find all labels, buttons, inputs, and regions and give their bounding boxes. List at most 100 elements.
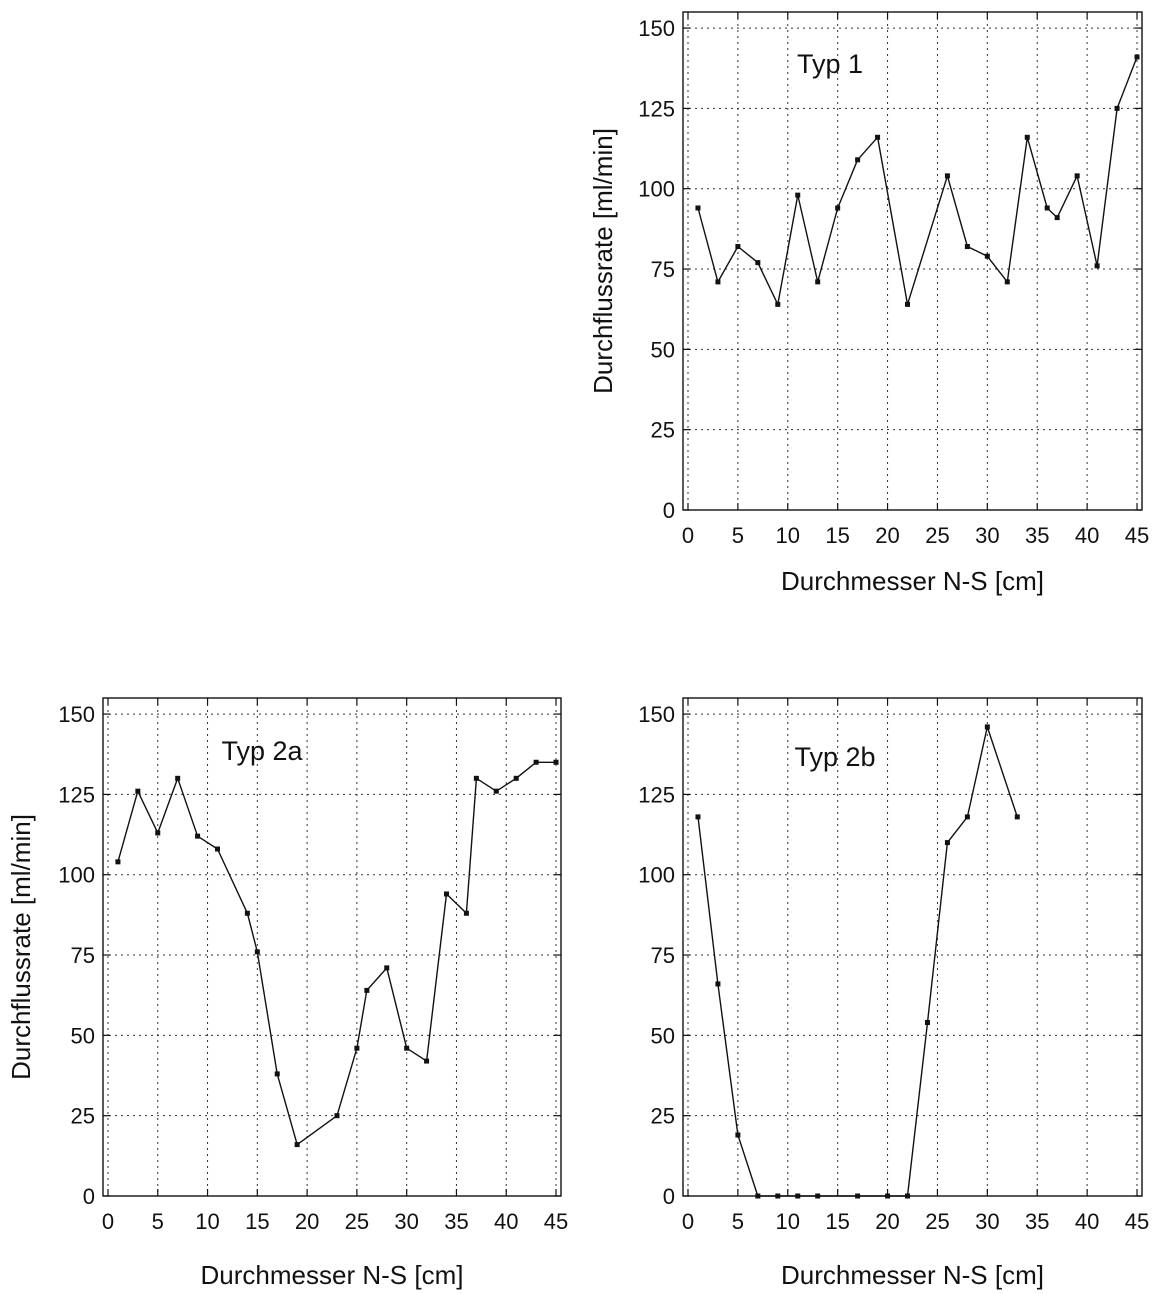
- data-point: [795, 192, 801, 198]
- data-point: [424, 1058, 430, 1064]
- data-point: [775, 1193, 781, 1199]
- y-tick-label: 150: [58, 702, 95, 727]
- data-point: [215, 846, 220, 852]
- chart-title: Typ 1: [797, 49, 863, 79]
- x-axis-label: Durchmesser N-S [cm]: [781, 566, 1044, 596]
- data-point: [855, 157, 861, 163]
- data-point: [815, 1193, 821, 1199]
- data-point: [755, 260, 761, 266]
- data-point: [493, 788, 499, 794]
- data-point: [404, 1045, 410, 1051]
- y-tick-label: 100: [638, 863, 675, 888]
- x-tick-label: 15: [825, 523, 849, 548]
- x-tick-label: 25: [925, 523, 949, 548]
- data-point: [755, 1193, 761, 1199]
- x-tick-label: 40: [1075, 523, 1099, 548]
- y-tick-label: 75: [71, 943, 95, 968]
- data-point: [334, 1113, 340, 1119]
- data-point: [294, 1142, 300, 1148]
- data-point: [513, 775, 519, 781]
- x-tick-label: 40: [1075, 1209, 1099, 1234]
- data-point: [135, 788, 141, 794]
- x-tick-label: 10: [195, 1209, 219, 1234]
- data-point: [384, 965, 390, 971]
- x-tick-label: 20: [295, 1209, 319, 1234]
- series-line: [697, 726, 1018, 1197]
- chart-typ-2b: 0 5 10 15 20 25 30 35 40 45 0 25 50 75 100 125 150 Typ 2b…: [638, 697, 1149, 1290]
- y-tick-label: 25: [651, 1104, 675, 1129]
- y-tick-label: 125: [638, 96, 675, 121]
- x-tick-label: 35: [444, 1209, 468, 1234]
- x-axis-label: Durchmesser N-S [cm]: [781, 1260, 1044, 1290]
- data-point: [924, 1020, 930, 1026]
- data-point: [1024, 134, 1030, 140]
- chart-title: Typ 2a: [221, 736, 303, 766]
- y-tick-label: 50: [651, 1023, 675, 1048]
- data-point: [775, 301, 781, 307]
- series-line: [117, 761, 556, 1146]
- x-tick-label: 40: [494, 1209, 518, 1234]
- x-tick-label: 20: [875, 1209, 899, 1234]
- data-point: [463, 910, 469, 916]
- x-tick-label: 0: [682, 1209, 694, 1234]
- x-tick-label: 5: [732, 523, 744, 548]
- chart-title: Typ 2b: [794, 742, 875, 772]
- x-tick-label: 30: [975, 1209, 999, 1234]
- y-tick-label: 150: [638, 16, 675, 41]
- x-tick-label: 45: [1125, 523, 1149, 548]
- data-point: [835, 205, 841, 211]
- x-tick-label: 20: [875, 523, 899, 548]
- x-tick-label: 25: [925, 1209, 949, 1234]
- x-tick-label: 45: [544, 1209, 568, 1234]
- data-point: [984, 724, 990, 730]
- data-point: [815, 279, 821, 285]
- x-tick-label: 15: [245, 1209, 269, 1234]
- plot-frame: [682, 11, 1143, 511]
- data-point: [1014, 814, 1020, 820]
- data-point: [274, 1071, 280, 1077]
- y-tick-label: 150: [638, 702, 675, 727]
- data-point: [244, 910, 250, 916]
- data-point: [1004, 279, 1010, 285]
- y-tick-label: 100: [638, 177, 675, 202]
- x-tick-label: 5: [732, 1209, 744, 1234]
- data-point: [254, 949, 260, 955]
- data-point: [885, 1193, 891, 1199]
- data-point: [964, 814, 970, 820]
- data-point: [115, 859, 121, 865]
- y-tick-label: 75: [651, 257, 675, 282]
- data-point: [695, 814, 701, 820]
- data-point: [944, 840, 950, 846]
- data-point: [1134, 54, 1140, 60]
- plot-frame: [102, 697, 562, 1197]
- x-tick-label: 0: [682, 523, 694, 548]
- x-axis-label: Durchmesser N-S [cm]: [201, 1260, 464, 1290]
- chart-typ-1: 0 5 10 15 20 25 30 35 40 45 0 25 50 75 100 125 150 Typ 1 D…: [588, 11, 1149, 596]
- data-point: [1074, 173, 1080, 179]
- data-point: [735, 1132, 741, 1138]
- data-point: [1054, 215, 1060, 221]
- x-tick-label: 10: [776, 523, 800, 548]
- x-tick-label: 45: [1125, 1209, 1149, 1234]
- data-point: [715, 279, 721, 285]
- series-line: [697, 56, 1138, 306]
- y-tick-label: 25: [71, 1104, 95, 1129]
- plot-frame: [682, 697, 1143, 1197]
- data-point: [715, 981, 721, 987]
- data-point: [875, 134, 881, 140]
- y-tick-label: 75: [651, 943, 675, 968]
- data-point: [155, 830, 161, 836]
- x-tick-label: 5: [152, 1209, 164, 1234]
- x-tick-label: 15: [825, 1209, 849, 1234]
- data-point: [195, 833, 201, 839]
- y-tick-label: 0: [83, 1184, 95, 1209]
- y-tick-label: 0: [663, 498, 675, 523]
- data-point: [354, 1045, 360, 1051]
- y-tick-label: 0: [663, 1184, 675, 1209]
- x-tick-label: 35: [1025, 1209, 1049, 1234]
- data-point: [444, 891, 449, 897]
- data-point: [1044, 205, 1050, 211]
- x-tick-label: 10: [776, 1209, 800, 1234]
- y-tick-label: 125: [638, 782, 675, 807]
- data-point: [905, 301, 911, 307]
